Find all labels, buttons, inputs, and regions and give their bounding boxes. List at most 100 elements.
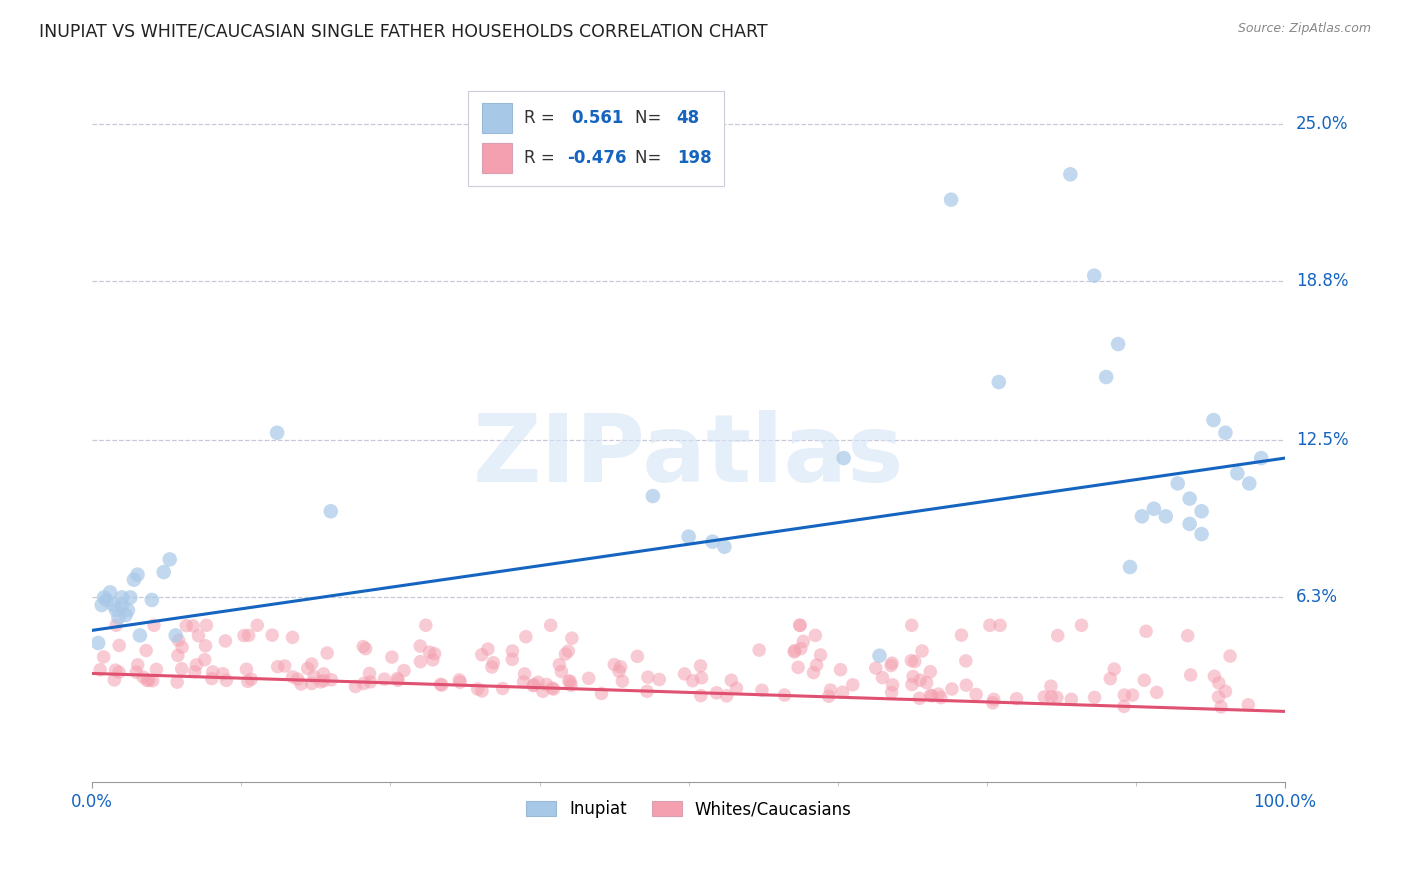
Point xyxy=(1215,684,1237,698)
Point xyxy=(1202,413,1225,427)
Point xyxy=(548,657,571,672)
Point xyxy=(122,573,145,587)
Point xyxy=(908,691,931,706)
Point xyxy=(471,684,494,698)
Point xyxy=(920,665,942,679)
Point xyxy=(215,673,238,688)
Point xyxy=(90,598,112,612)
Point xyxy=(187,629,209,643)
Point xyxy=(987,375,1010,389)
Point xyxy=(554,647,576,661)
Point xyxy=(159,552,181,566)
Point xyxy=(557,644,579,658)
Point xyxy=(558,673,581,688)
Point xyxy=(512,675,534,690)
Point xyxy=(477,642,499,657)
Point xyxy=(682,673,704,688)
Point xyxy=(290,677,312,691)
Point xyxy=(1237,698,1260,712)
Point xyxy=(165,628,187,642)
Point xyxy=(170,662,193,676)
Text: 0.561: 0.561 xyxy=(572,109,624,127)
Point xyxy=(96,593,118,607)
Point xyxy=(1122,688,1144,702)
Point xyxy=(266,425,288,440)
Point xyxy=(725,681,748,696)
Point xyxy=(108,665,131,680)
Point xyxy=(301,676,323,690)
Point xyxy=(312,667,335,681)
Point xyxy=(181,619,204,633)
Point xyxy=(1178,491,1201,506)
Point xyxy=(354,641,377,656)
Point xyxy=(689,689,711,703)
Point xyxy=(281,670,304,684)
Point xyxy=(1033,690,1056,704)
Point xyxy=(591,686,613,700)
Point xyxy=(359,674,381,689)
Point xyxy=(128,628,150,642)
Point xyxy=(93,591,115,605)
Point xyxy=(908,673,931,688)
Point xyxy=(789,618,811,632)
Point xyxy=(1095,370,1118,384)
Point xyxy=(803,665,825,680)
Text: -0.476: -0.476 xyxy=(567,149,627,167)
Point xyxy=(603,657,626,672)
Point xyxy=(716,689,738,703)
Point xyxy=(869,648,891,663)
Point xyxy=(136,673,159,688)
Point xyxy=(409,655,432,669)
Point xyxy=(359,666,381,681)
Point xyxy=(810,648,832,662)
Text: 12.5%: 12.5% xyxy=(1296,432,1348,450)
FancyBboxPatch shape xyxy=(468,91,724,186)
Point xyxy=(235,662,257,676)
Point xyxy=(184,665,207,679)
Text: ZIPatlas: ZIPatlas xyxy=(472,410,904,502)
Point xyxy=(1059,167,1081,181)
Point xyxy=(93,649,115,664)
Point xyxy=(108,639,131,653)
Point xyxy=(1177,629,1199,643)
Point xyxy=(1119,560,1142,574)
Point xyxy=(832,451,855,466)
Point xyxy=(166,648,188,663)
Point xyxy=(830,663,852,677)
Point xyxy=(387,672,409,686)
Point xyxy=(89,663,111,677)
Point xyxy=(287,672,309,686)
Point xyxy=(111,591,134,605)
Point xyxy=(1102,662,1125,676)
Point xyxy=(636,684,658,698)
Point xyxy=(166,675,188,690)
Point xyxy=(125,665,148,680)
Point xyxy=(423,647,446,661)
Point xyxy=(353,676,375,690)
Point xyxy=(297,661,319,675)
Point xyxy=(145,662,167,676)
Point xyxy=(316,646,339,660)
Point xyxy=(143,618,166,632)
Point xyxy=(790,641,813,656)
Point xyxy=(531,684,554,698)
Point xyxy=(246,618,269,632)
Point xyxy=(201,665,224,679)
Point xyxy=(955,678,977,692)
Point xyxy=(142,673,165,688)
Text: R =: R = xyxy=(524,149,560,167)
Text: 198: 198 xyxy=(676,149,711,167)
Point xyxy=(560,678,582,692)
Point xyxy=(536,677,558,691)
Point xyxy=(690,671,713,685)
Point xyxy=(418,645,440,659)
Point xyxy=(319,504,342,518)
Point xyxy=(983,692,1005,706)
Point xyxy=(240,672,263,686)
Point xyxy=(312,673,335,688)
Point xyxy=(641,489,664,503)
Point xyxy=(950,628,973,642)
Text: 6.3%: 6.3% xyxy=(1296,589,1339,607)
Point xyxy=(901,669,924,683)
Text: INUPIAT VS WHITE/CAUCASIAN SINGLE FATHER HOUSEHOLDS CORRELATION CHART: INUPIAT VS WHITE/CAUCASIAN SINGLE FATHER… xyxy=(39,22,768,40)
